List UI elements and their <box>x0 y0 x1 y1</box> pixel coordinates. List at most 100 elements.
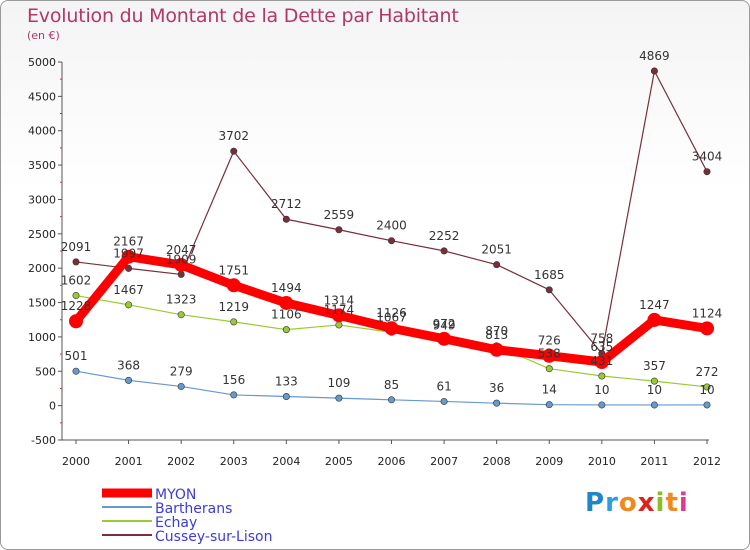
logo-letter: o <box>618 488 638 518</box>
data-point <box>72 292 80 300</box>
data-label: 1247 <box>639 298 670 312</box>
data-label: 870 <box>485 324 508 338</box>
x-tick-label: 2001 <box>115 455 143 468</box>
data-point <box>440 247 448 255</box>
x-tick-label: 2003 <box>220 455 248 468</box>
y-tick-label: 2000 <box>28 262 56 275</box>
data-point <box>700 321 714 336</box>
x-tick-label: 2007 <box>430 455 458 468</box>
y-tick-label: -500 <box>31 434 56 447</box>
data-point <box>282 326 290 334</box>
data-point <box>72 367 80 375</box>
y-tick-label: 4000 <box>28 125 56 138</box>
data-point <box>650 67 658 75</box>
data-label: 1174 <box>324 303 355 317</box>
data-label: 10 <box>594 383 609 397</box>
data-label: 2167 <box>113 235 144 249</box>
data-point <box>545 401 553 409</box>
data-label: 1323 <box>166 293 197 307</box>
data-label: 357 <box>643 359 666 373</box>
x-tick-label: 2002 <box>167 455 195 468</box>
data-label: 1467 <box>113 283 144 297</box>
data-point <box>545 365 553 373</box>
data-label: 272 <box>696 365 719 379</box>
data-point <box>69 314 83 329</box>
legend-label: Echay <box>155 515 197 531</box>
y-tick-label: 4500 <box>28 90 56 103</box>
data-label: 3702 <box>218 129 249 143</box>
data-label: 14 <box>542 383 557 397</box>
legend-label: Bartherans <box>155 501 232 517</box>
data-label: 2400 <box>376 219 407 233</box>
data-label: 2051 <box>481 243 512 257</box>
data-label: 133 <box>275 374 298 388</box>
data-label: 1997 <box>113 246 144 260</box>
y-tick-label: 2500 <box>28 228 56 241</box>
data-label: 85 <box>384 378 399 392</box>
data-point <box>230 147 238 155</box>
data-point <box>282 215 290 223</box>
data-point <box>542 348 557 363</box>
data-label: 279 <box>170 364 193 378</box>
data-point <box>335 394 343 402</box>
data-label: 36 <box>489 381 504 395</box>
data-point <box>72 258 80 266</box>
data-point <box>650 401 658 409</box>
data-label: 2047 <box>166 243 197 257</box>
legend-label: MYON <box>155 487 196 503</box>
data-point <box>489 342 504 357</box>
data-label: 109 <box>327 376 350 390</box>
data-point <box>230 391 238 399</box>
data-label: 1602 <box>61 274 92 288</box>
data-label: 972 <box>433 317 456 331</box>
data-label: 10 <box>647 383 662 397</box>
data-point <box>384 321 399 336</box>
data-label: 3404 <box>692 150 723 164</box>
data-point <box>387 237 395 245</box>
data-point <box>125 376 133 384</box>
y-tick-label: 3000 <box>28 193 56 206</box>
proxiti-logo: Proxiti <box>585 488 689 518</box>
data-label: 1067 <box>376 310 407 324</box>
logo-letter: t <box>665 488 679 518</box>
logo-letter: i <box>655 488 666 518</box>
data-point <box>174 257 189 272</box>
logo-letter: P <box>585 488 606 518</box>
data-label: 813 <box>485 328 508 342</box>
chart-subtitle: (en €) <box>27 29 60 42</box>
x-tick-label: 2006 <box>378 455 406 468</box>
x-tick-label: 2008 <box>483 455 511 468</box>
data-point <box>177 311 185 319</box>
data-point <box>545 286 553 294</box>
data-label: 1228 <box>61 299 92 313</box>
data-point <box>177 270 185 278</box>
x-tick-label: 2000 <box>62 455 90 468</box>
data-label: 2559 <box>324 208 355 222</box>
data-point <box>335 226 343 234</box>
data-point <box>703 383 711 391</box>
data-label: 2252 <box>429 229 460 243</box>
data-label: 1685 <box>534 268 565 282</box>
data-label: 538 <box>538 347 561 361</box>
data-label: 726 <box>538 334 561 348</box>
data-label: 1909 <box>166 252 197 266</box>
y-tick-label: 0 <box>49 400 56 413</box>
data-label: 4869 <box>639 49 670 63</box>
data-point <box>703 168 711 176</box>
data-label: 1494 <box>271 281 302 295</box>
data-point <box>437 331 452 346</box>
data-label: 61 <box>436 379 451 393</box>
data-label: 10 <box>699 383 714 397</box>
data-label: 431 <box>590 354 613 368</box>
x-tick-label: 2009 <box>535 455 563 468</box>
data-point <box>177 382 185 390</box>
y-tick-label: 3500 <box>28 159 56 172</box>
data-label: 501 <box>65 349 88 363</box>
data-label: 635 <box>590 340 613 354</box>
data-label: 1126 <box>376 306 407 320</box>
data-point <box>703 401 711 409</box>
logo-letter: i <box>678 488 689 518</box>
x-tick-label: 2004 <box>272 455 300 468</box>
x-tick-label: 2012 <box>693 455 721 468</box>
